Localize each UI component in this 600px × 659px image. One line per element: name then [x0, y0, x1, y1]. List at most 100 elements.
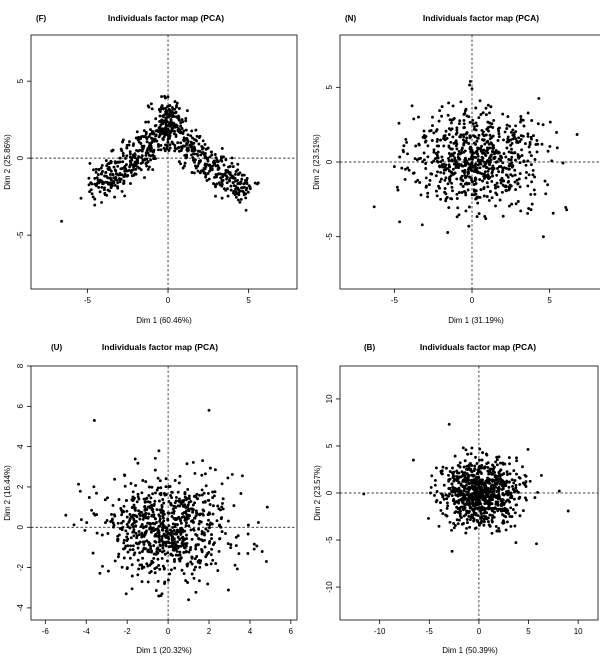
- data-point: [457, 499, 461, 502]
- data-point: [455, 475, 459, 479]
- data-point: [239, 180, 243, 184]
- data-point: [194, 128, 198, 132]
- data-point: [147, 512, 151, 516]
- data-point: [477, 485, 481, 489]
- data-point: [244, 181, 248, 184]
- data-point: [541, 235, 545, 239]
- data-point: [168, 528, 172, 532]
- data-point: [198, 519, 202, 523]
- data-point: [139, 525, 143, 529]
- data-point: [529, 163, 533, 167]
- data-point: [162, 501, 166, 505]
- data-point: [226, 542, 230, 546]
- data-point: [183, 161, 187, 165]
- data-point: [207, 518, 210, 522]
- data-point: [511, 164, 515, 168]
- data-point: [518, 185, 522, 189]
- data-point: [466, 493, 470, 497]
- data-point: [535, 139, 539, 142]
- data-point: [221, 497, 225, 501]
- data-point: [192, 171, 196, 175]
- data-point: [166, 551, 170, 555]
- data-point: [474, 485, 478, 489]
- data-point: [145, 562, 149, 566]
- data-point: [201, 139, 205, 143]
- data-point: [486, 469, 490, 473]
- data-point: [539, 473, 543, 477]
- data-point: [147, 550, 151, 554]
- data-point: [417, 157, 421, 161]
- data-point: [471, 473, 475, 477]
- data-point: [164, 109, 168, 112]
- data-point: [182, 139, 186, 143]
- data-point: [458, 163, 462, 167]
- data-point: [446, 504, 450, 508]
- data-point: [90, 192, 94, 196]
- data-point: [143, 504, 147, 508]
- data-point: [129, 536, 133, 540]
- data-point: [160, 118, 164, 122]
- data-point: [141, 160, 145, 164]
- data-point: [447, 133, 451, 136]
- data-point: [451, 476, 455, 480]
- data-point: [417, 143, 421, 147]
- data-point: [432, 131, 436, 135]
- data-point: [441, 512, 445, 516]
- data-point: [527, 145, 531, 149]
- data-point: [478, 490, 482, 494]
- data-point: [122, 504, 126, 508]
- data-point: [467, 142, 471, 145]
- data-point: [463, 149, 467, 153]
- data-point: [120, 173, 124, 177]
- data-point: [200, 548, 203, 551]
- data-point: [187, 509, 191, 513]
- data-point: [189, 134, 193, 138]
- data-point: [140, 491, 144, 495]
- data-point: [511, 128, 515, 132]
- data-point: [169, 568, 173, 572]
- data-point: [226, 519, 230, 523]
- data-point: [187, 550, 191, 554]
- data-point: [213, 490, 217, 494]
- data-point: [172, 529, 176, 532]
- data-point: [121, 151, 125, 155]
- data-point: [470, 87, 474, 91]
- data-point: [486, 146, 489, 150]
- data-point: [464, 486, 467, 490]
- data-point: [437, 119, 441, 123]
- data-point: [136, 492, 140, 496]
- data-point: [473, 135, 477, 139]
- data-point: [135, 500, 139, 504]
- y-axis-label: Dim 2 (23.57%): [313, 465, 322, 521]
- data-point: [139, 135, 143, 139]
- x-tick-label: 5: [526, 627, 531, 636]
- data-point: [435, 128, 439, 132]
- data-point: [125, 567, 129, 571]
- data-point: [109, 186, 113, 190]
- data-point: [204, 175, 208, 179]
- data-point: [149, 522, 153, 526]
- data-point: [446, 231, 450, 234]
- data-point: [179, 148, 183, 152]
- data-point: [116, 185, 120, 189]
- data-point: [433, 483, 437, 487]
- data-point: [489, 501, 493, 505]
- data-point: [432, 148, 436, 152]
- data-point: [476, 506, 480, 510]
- data-point: [517, 475, 521, 479]
- data-point: [495, 463, 499, 467]
- data-point: [246, 190, 250, 194]
- data-point: [511, 137, 515, 141]
- data-point: [143, 500, 147, 504]
- y-tick-label: 0: [325, 490, 334, 495]
- data-point: [122, 179, 126, 183]
- data-point: [149, 146, 153, 150]
- data-point: [148, 563, 152, 567]
- data-point: [187, 500, 191, 504]
- data-point: [191, 156, 195, 160]
- data-point: [120, 513, 124, 517]
- data-point: [550, 159, 554, 163]
- data-point: [132, 525, 135, 529]
- data-point: [503, 130, 507, 134]
- data-point: [435, 490, 439, 493]
